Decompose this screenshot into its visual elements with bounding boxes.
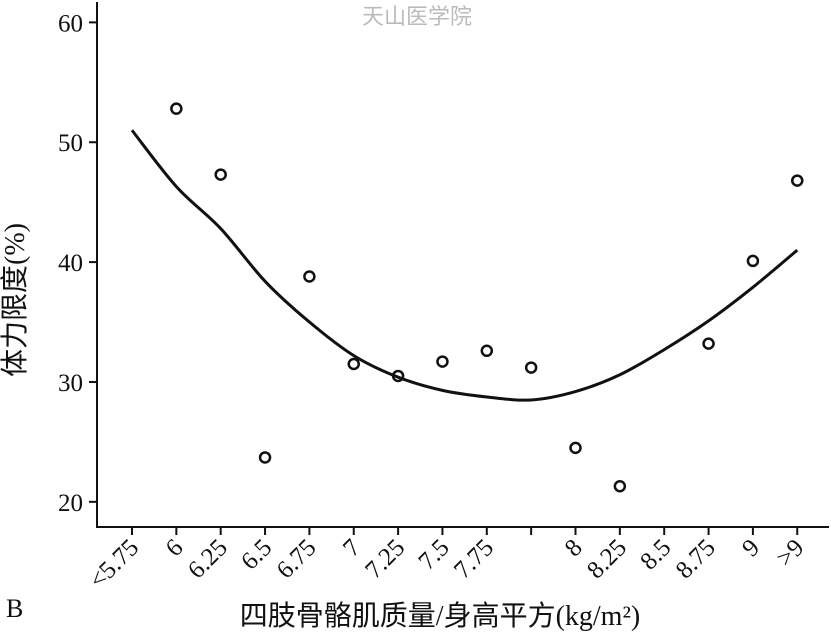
- y-tick-label: 20: [58, 490, 83, 517]
- x-tick-label: 7.75: [449, 534, 499, 584]
- y-tick-label: 60: [58, 10, 83, 37]
- data-point: [702, 337, 715, 350]
- x-tick-label: 9: [737, 534, 765, 562]
- x-tick-label: 8.5: [635, 534, 676, 575]
- data-point: [613, 479, 627, 493]
- x-tick-label: 7.25: [360, 534, 410, 584]
- panel-label: B: [6, 594, 23, 623]
- x-tick-label: 6.75: [272, 534, 322, 584]
- axis-frame: [96, 2, 829, 528]
- x-tick-label: 6: [161, 534, 189, 562]
- x-tick-label: 6.5: [236, 534, 277, 575]
- x-tick-label: 7.5: [414, 534, 455, 575]
- fit-curve: [130, 129, 799, 402]
- y-tick-label: 50: [58, 130, 83, 157]
- data-point: [480, 344, 494, 358]
- data-point: [258, 451, 272, 464]
- data-point: [347, 357, 360, 371]
- data-point: [214, 168, 227, 181]
- data-point: [170, 102, 183, 115]
- data-point: [524, 361, 538, 374]
- data-point: [303, 270, 316, 283]
- x-tick-label: >9: [772, 534, 810, 572]
- x-tick-label: 8.75: [671, 534, 721, 584]
- watermark: 天山医学院: [362, 4, 472, 29]
- x-tick-label: 7: [338, 534, 366, 562]
- data-point: [436, 355, 449, 368]
- data-point: [569, 441, 582, 455]
- x-tick-label: 8.25: [582, 534, 632, 584]
- data-point: [746, 254, 760, 268]
- x-tick-label: 6.25: [183, 534, 233, 584]
- y-axis-label: 体力限度(%): [0, 223, 31, 377]
- y-tick-label: 30: [58, 370, 83, 397]
- x-tick-label: 8: [560, 534, 588, 562]
- x-axis-label: 四肢骨骼肌质量/身高平方(kg/m²): [240, 600, 640, 632]
- data-point: [791, 174, 804, 187]
- y-tick-label: 40: [58, 250, 83, 277]
- x-tick-label: <5.75: [84, 534, 144, 594]
